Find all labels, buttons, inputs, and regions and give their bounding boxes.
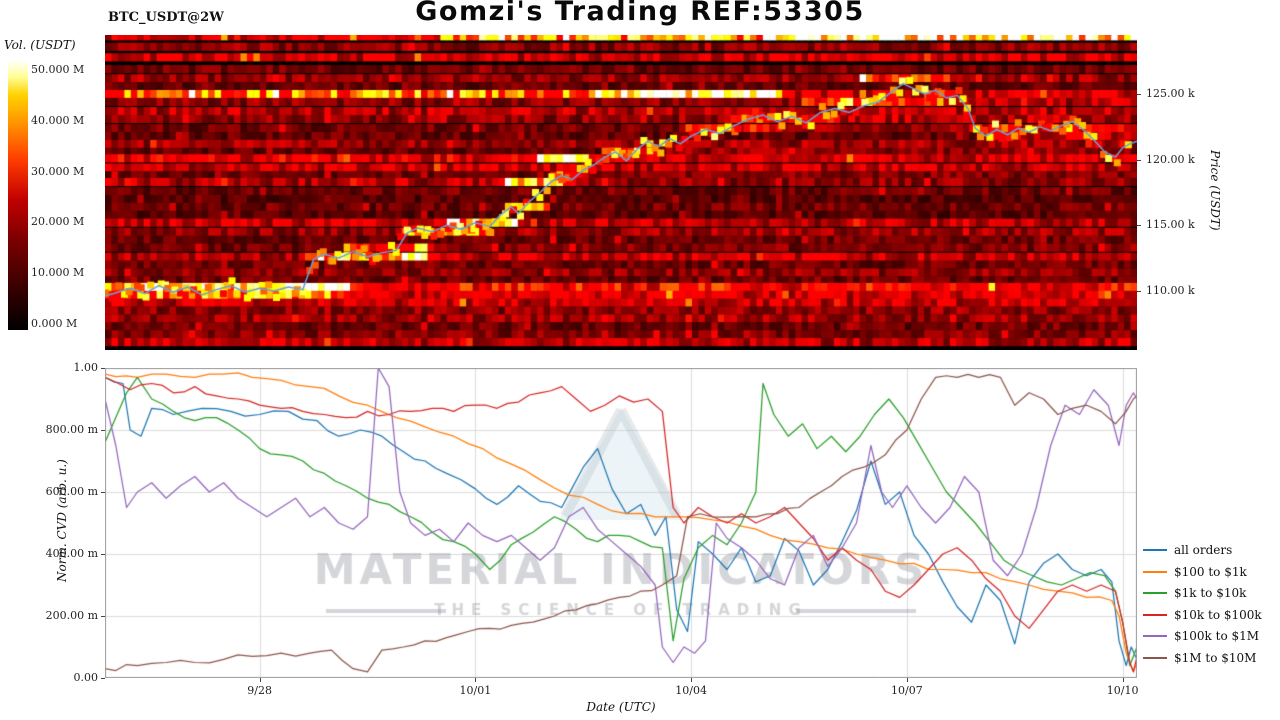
legend-item-label: $10k to $100k [1174,607,1262,622]
page-title: Gomzi's Trading REF:53305 [415,0,865,27]
legend-item-label: $100 to $1k [1174,564,1247,579]
legend-item: all orders [1143,541,1262,559]
price-tick-label: 125.00 k [1146,87,1195,101]
colorbar-tick-label: 20.000 M [31,215,85,229]
price-tick-label: 110.00 k [1146,283,1195,297]
price-tick-label: 120.00 k [1146,152,1195,166]
cvd-canvas [105,368,1137,678]
cvd-axis-label: Norm. CVD (arb. u.) [55,459,69,582]
date-tick-label: 9/28 [247,684,272,697]
colorbar-tick-label: 40.000 M [31,113,85,127]
legend-item-label: $1k to $10k [1174,586,1247,600]
colorbar-tick-label: 50.000 M [31,63,85,76]
legend-swatch-line [1143,592,1167,594]
colorbar-axis-label: Vol. (USDT) [4,38,76,52]
date-tick-label: 10/01 [459,684,492,697]
date-tickmark [1122,678,1124,682]
legend-item: $1k to $10k [1143,584,1262,602]
legend-item-label: $100k to $1M [1174,629,1260,643]
date-tick-label: 10/04 [675,684,707,697]
legend-item: $1M to $10M [1143,649,1262,667]
cvd-ytick-label: 200.00 m [45,609,98,622]
legend-item-label: $1M to $10M [1174,650,1257,665]
price-tick-label: 115.00 k [1146,218,1195,232]
date-axis-label: Date (UTC) [586,700,656,714]
date-tickmark [259,678,261,682]
legend-swatch-line [1143,570,1167,573]
cvd-ytickmark [101,678,105,679]
symbol-label: BTC_USDT@2W [108,10,224,25]
legend-item: $100 to $1k [1143,563,1262,581]
cvd-ytick-label: 1.00 [73,361,99,374]
legend-item: $100k to $1M [1143,627,1262,645]
cvd-ytickmark [101,492,105,493]
price-tickmark [1137,94,1141,96]
legend-item-label: all orders [1174,543,1233,557]
legend-swatch-line [1143,635,1167,637]
cvd-ytick-label: 800.00 m [45,423,98,436]
cvd-ytickmark [101,430,105,431]
cvd-panel [105,368,1137,678]
date-tickmark [691,678,693,682]
legend-swatch-line [1143,613,1167,616]
date-tick-label: 10/10 [1106,684,1139,697]
legend-swatch-line [1143,656,1167,659]
colorbar-tick-label: 10.000 M [31,266,85,280]
cvd-ytick-label: 600.00 m [45,485,98,498]
heatmap-canvas [105,35,1137,350]
date-tick-label: 10/07 [891,684,923,697]
cvd-ytick-label: 400.00 m [45,547,98,560]
cvd-ytickmark [101,616,105,617]
colorbar-tick-label: 30.000 M [31,164,85,178]
legend-swatch-line [1143,549,1167,551]
colorbar-tick-label: 0.000 M [31,317,78,330]
cvd-ytick-label: 0.00 [73,671,99,684]
cvd-ytickmark [101,554,105,555]
date-tickmark [906,678,908,682]
legend-item: $10k to $100k [1143,606,1262,624]
cvd-ytickmark [101,368,105,369]
heatmap-panel [105,35,1137,350]
date-tickmark [475,678,477,682]
volume-colorbar [8,60,28,330]
legend: all orders $100 to $1k $1k to $10k $10k to … [1143,541,1262,667]
price-tickmark [1137,159,1141,161]
price-axis-label: Price (USDT) [1208,150,1222,231]
price-tickmark [1137,290,1141,292]
price-tickmark [1137,225,1141,227]
